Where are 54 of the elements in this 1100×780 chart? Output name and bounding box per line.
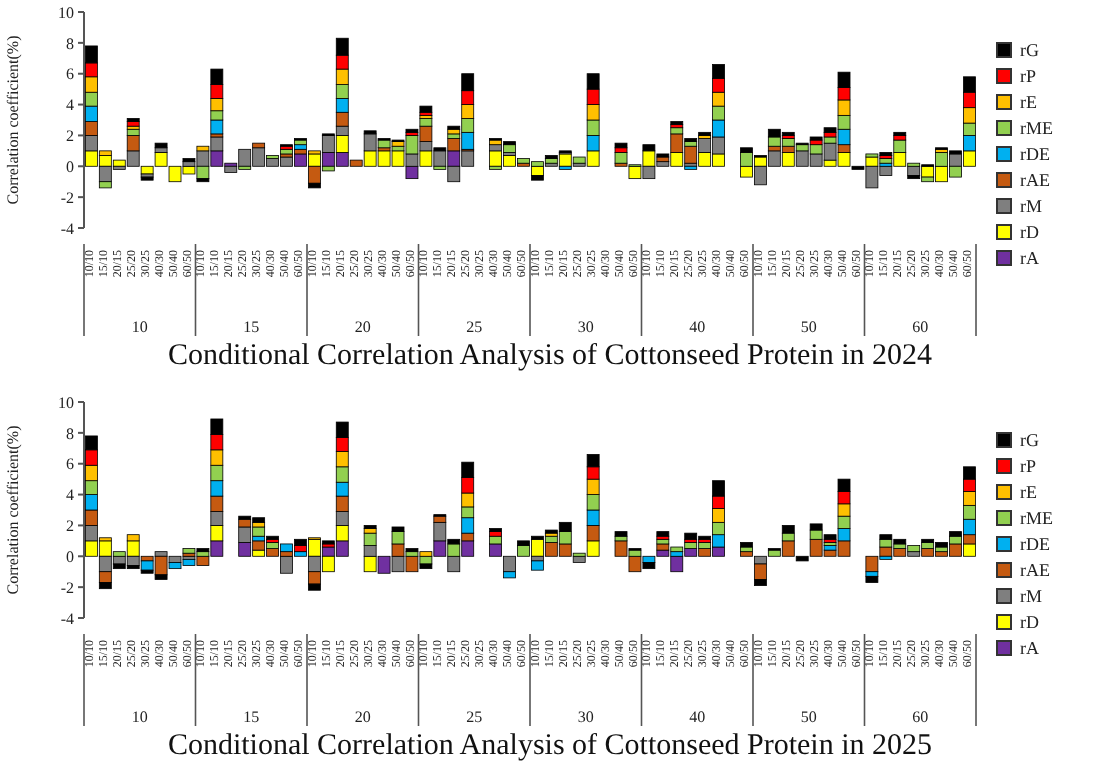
y-tick-label: 4	[66, 486, 74, 505]
text: 20	[354, 318, 371, 336]
text: 10	[131, 318, 148, 336]
legend-label: rG	[1020, 39, 1039, 59]
legend-label: rME	[1020, 507, 1053, 527]
y-tick-label: 8	[66, 424, 74, 443]
y-tick-label: 6	[66, 65, 74, 84]
text: 25	[466, 708, 483, 726]
y-axis-title: Correlation coefficient(%)	[3, 34, 22, 205]
y-tick-label: -4	[60, 219, 74, 238]
legend-label: rDE	[1020, 533, 1050, 553]
y-tick-label: -2	[60, 188, 74, 207]
y-tick-label: 10	[58, 393, 74, 412]
legend-label: rAE	[1020, 169, 1050, 189]
y-tick-label: 2	[66, 517, 74, 536]
legend-label: rG	[1020, 429, 1039, 449]
text: 60	[912, 318, 929, 336]
legend-label: rE	[1020, 481, 1037, 501]
legend-label: rD	[1020, 221, 1039, 241]
text: 60	[912, 708, 929, 726]
legend-label: rE	[1020, 91, 1037, 111]
legend-label: rA	[1020, 637, 1039, 657]
text: 30	[577, 318, 594, 336]
y-tick-label: -2	[60, 578, 74, 597]
text: 15	[243, 708, 260, 726]
text: 40	[689, 318, 706, 336]
legend-label: rME	[1020, 117, 1053, 137]
legend-label: rM	[1020, 585, 1042, 605]
legend-label: rP	[1020, 455, 1037, 475]
y-tick-label: 8	[66, 34, 74, 53]
text: 15	[243, 318, 260, 336]
y-tick-label: 0	[66, 157, 74, 176]
text: Conditional Correlation Analysis of Cottonseed Protein in 2024	[165, 340, 935, 374]
y-tick-label: 6	[66, 455, 74, 474]
text: 20	[354, 708, 371, 726]
text: 10	[131, 708, 148, 726]
legend-label: rD	[1020, 611, 1039, 631]
text: 50	[800, 318, 817, 336]
text: 50	[800, 708, 817, 726]
legend-label: rA	[1020, 247, 1039, 267]
legend-label: rDE	[1020, 143, 1050, 163]
y-tick-label: -4	[60, 609, 74, 628]
y-tick-label: 4	[66, 96, 74, 115]
y-tick-label: 0	[66, 547, 74, 566]
legend-label: rP	[1020, 65, 1037, 85]
legend-label: rAE	[1020, 559, 1050, 579]
text: 30	[577, 708, 594, 726]
text: 25	[466, 318, 483, 336]
y-tick-label: 10	[58, 3, 74, 22]
legend-label: rM	[1020, 195, 1042, 215]
text: 40	[689, 708, 706, 726]
y-tick-label: 2	[66, 127, 74, 146]
y-axis-title: Correlation coefficient(%)	[3, 424, 22, 595]
text: Conditional Correlation Analysis of Cottonseed Protein in 2025	[165, 730, 935, 764]
